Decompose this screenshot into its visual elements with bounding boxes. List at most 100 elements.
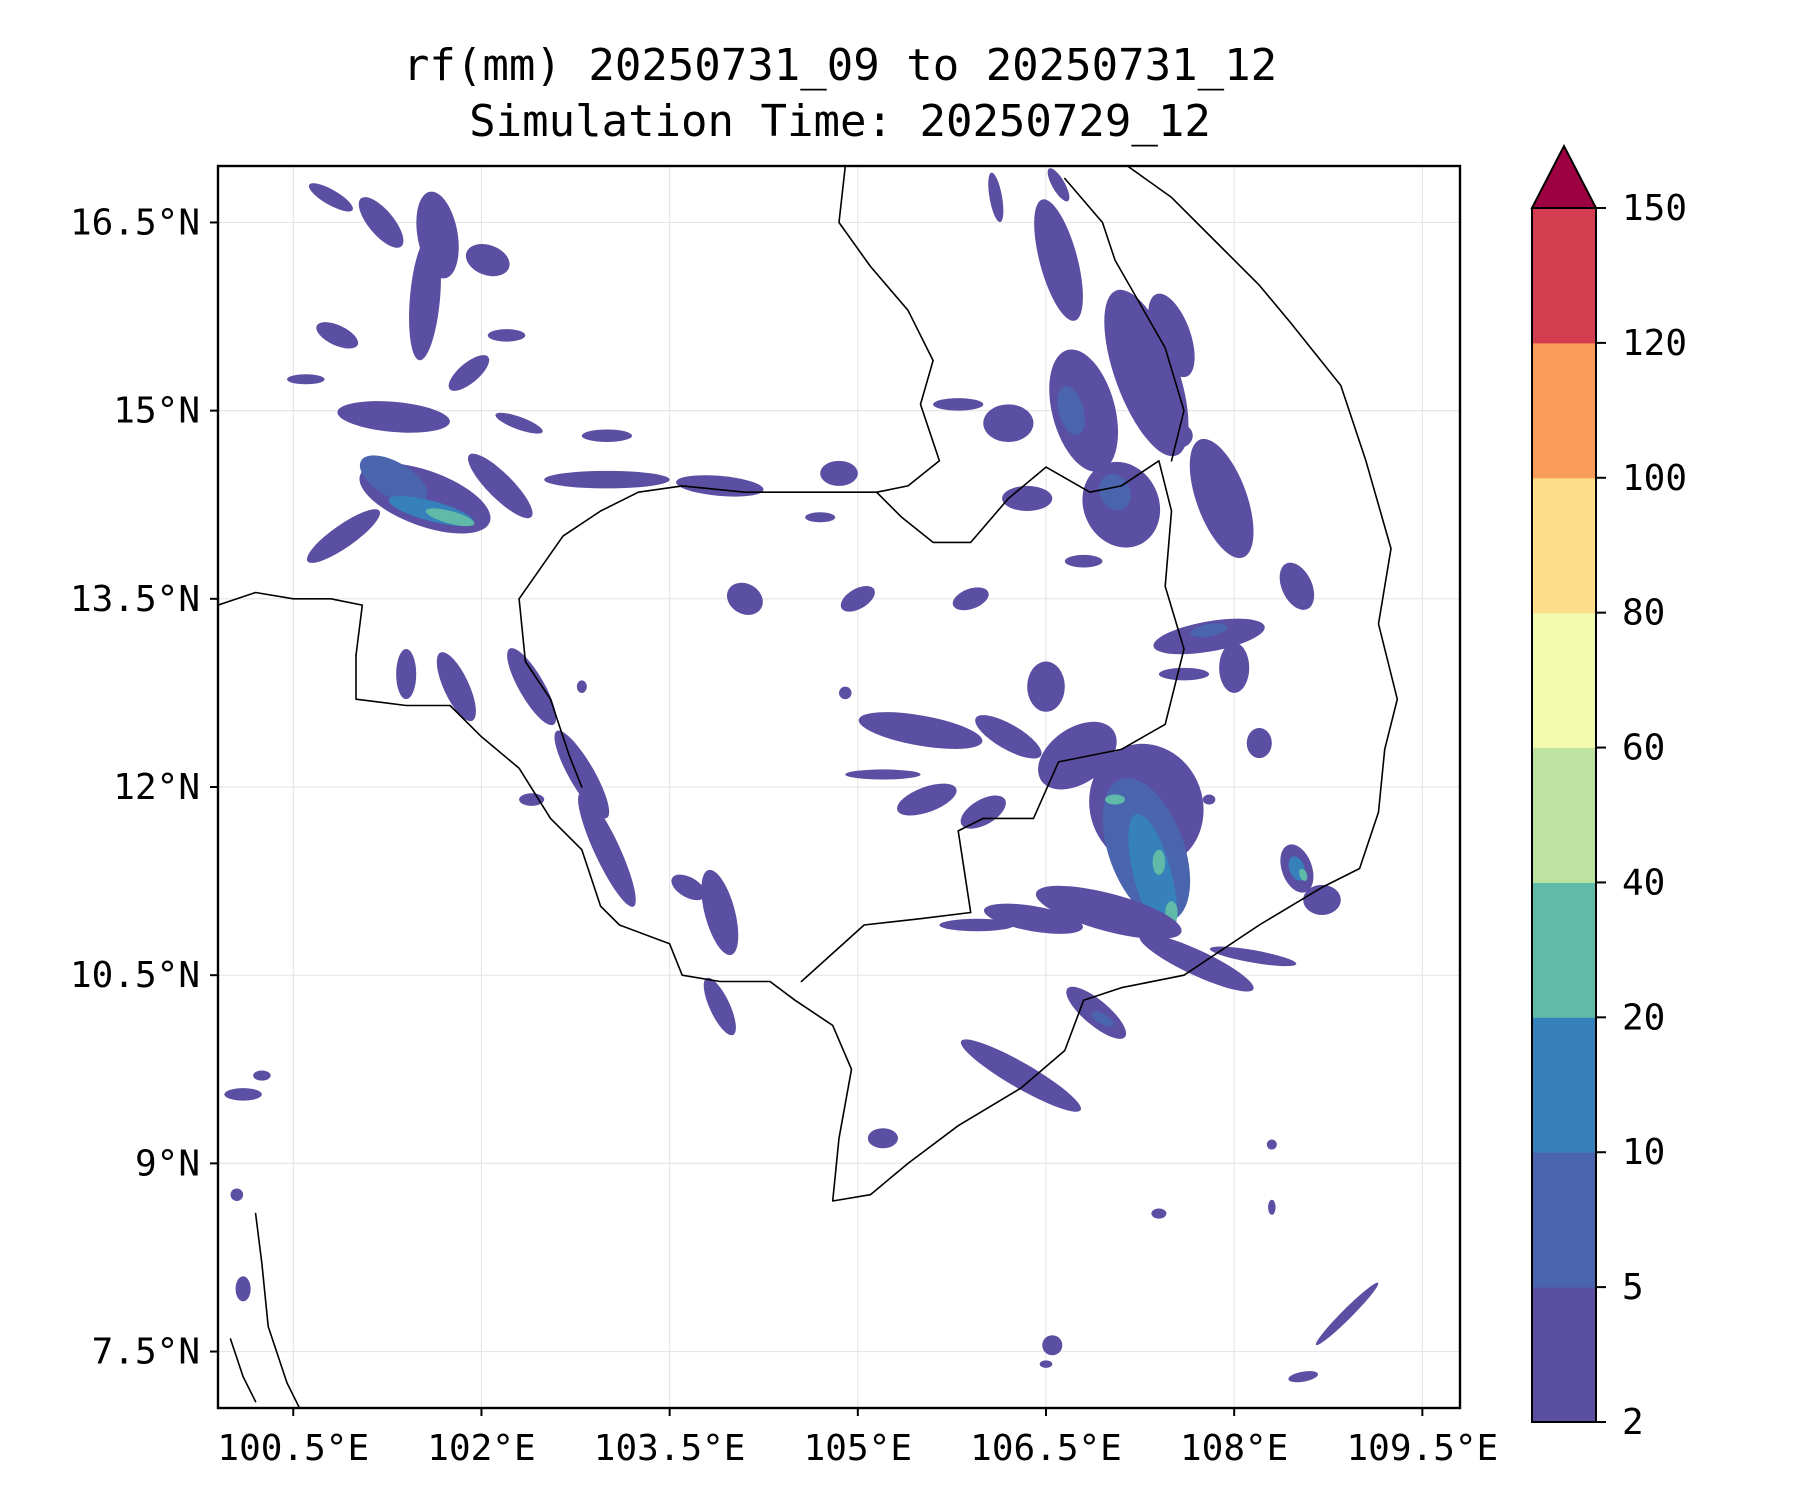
rain-cell-50 [960, 1039, 1081, 1112]
rain-cell-82 [1042, 1335, 1063, 1356]
rain-cell-86 [1039, 1360, 1053, 1368]
rain-cell-8 [308, 183, 353, 212]
rain-cell-71 [1190, 623, 1228, 638]
rain-cell-68 [1064, 554, 1103, 568]
rain-cell-16 [495, 412, 543, 434]
colorbar-segment-6 [1532, 477, 1596, 614]
rain-cell-31 [519, 793, 545, 806]
colorbar-label-4: 40 [1622, 862, 1665, 903]
rain-cell-60 [1148, 293, 1195, 378]
rain-cell-21 [726, 582, 763, 615]
rain-cell-33 [975, 715, 1042, 759]
rain-cell-23 [507, 648, 557, 726]
rain-cell-5 [467, 453, 533, 519]
y-tick-label-5: 9°N [135, 1143, 200, 1184]
colorbar-label-7: 100 [1622, 458, 1687, 499]
rain-cell-72 [1219, 642, 1250, 693]
y-tick-label-1: 15°N [113, 391, 200, 432]
rain-cell-57 [1303, 884, 1341, 915]
rain-cell-47 [939, 918, 1015, 932]
rain-cell-79 [952, 587, 989, 611]
longitude-axis: 100.5°E 102°E 103.5°E 105°E 106.5°E 108°E 109.… [217, 1408, 1498, 1469]
x-tick-label-6: 109.5°E [1347, 1428, 1499, 1469]
rain-cell-75 [1034, 199, 1083, 321]
map-title-line1: rf(mm) 20250731_09 to 20250731_12 [403, 40, 1277, 91]
rain-cell-58 [1246, 728, 1272, 759]
rain-cell-87 [224, 1088, 262, 1101]
border-1 [518, 460, 1185, 983]
rain-cell-14 [287, 374, 325, 385]
border-2 [518, 598, 583, 788]
colorbar-label-9: 150 [1622, 188, 1687, 229]
rain-cell-90 [235, 1276, 251, 1302]
rain-cell-91 [839, 686, 852, 700]
rainfall-contours [224, 168, 1379, 1383]
rain-cell-17 [581, 429, 633, 442]
border-3 [838, 166, 941, 493]
rain-cell-89 [230, 1188, 244, 1201]
rain-cell-64 [933, 398, 984, 411]
coastline-0 [254, 1212, 301, 1408]
rain-cell-52 [1091, 1011, 1114, 1027]
x-tick-label-3: 105°E [804, 1428, 912, 1469]
rain-cell-46 [983, 903, 1083, 934]
rain-cell-27 [578, 792, 636, 907]
colorbar-segment-3 [1532, 882, 1596, 1018]
rain-cell-66 [1099, 473, 1131, 511]
rain-cell-7 [358, 197, 404, 248]
rain-cell-25 [396, 649, 417, 700]
rain-cell-76 [988, 172, 1004, 223]
colorbar-label-6: 80 [1622, 593, 1665, 634]
rain-cell-59 [1104, 289, 1189, 457]
rain-cell-3 [425, 508, 475, 527]
colorbar: 2 5 10 20 40 60 80 100 120 150 [1530, 143, 1687, 1443]
rain-cell-67 [1002, 485, 1053, 512]
colorbar-label-1: 5 [1622, 1267, 1644, 1308]
rain-cell-81 [1288, 1371, 1319, 1383]
colorbar-segment-8 [1532, 208, 1596, 344]
colorbar-label-0: 2 [1622, 1402, 1644, 1443]
rain-cell-13 [316, 322, 359, 349]
colorbar-label-8: 120 [1622, 323, 1687, 364]
rain-cell-83 [1151, 1208, 1167, 1219]
colorbar-segment-5 [1532, 612, 1596, 749]
y-tick-label-6: 7.5°N [92, 1332, 200, 1373]
rain-cell-63 [983, 404, 1034, 442]
rain-cell-15 [487, 329, 526, 342]
x-tick-label-5: 108°E [1180, 1428, 1288, 1469]
rain-cell-20 [820, 460, 858, 486]
rain-cell-24 [436, 652, 476, 722]
coastlines-and-borders [218, 166, 1399, 1408]
rain-cell-53 [867, 1128, 898, 1149]
rain-cell-77 [1047, 168, 1070, 202]
rain-cell-94 [805, 512, 836, 523]
rain-cell-34 [897, 783, 957, 816]
colorbar-segment-1 [1532, 1152, 1596, 1288]
rain-cell-4 [306, 509, 381, 563]
colorbar-frame [1531, 207, 1597, 1423]
rain-cell-84 [1266, 1139, 1277, 1150]
rain-cell-12 [465, 243, 510, 277]
rain-cell-42 [1152, 849, 1166, 875]
x-tick-label-2: 103.5°E [594, 1428, 746, 1469]
rain-cell-10 [409, 235, 441, 361]
colorbar-label-3: 20 [1622, 997, 1665, 1038]
rain-cell-11 [448, 355, 490, 391]
y-tick-label-3: 12°N [113, 767, 200, 808]
rain-cell-45 [1035, 885, 1182, 940]
rain-cell-6 [337, 401, 450, 433]
colorbar-label-2: 10 [1622, 1132, 1665, 1173]
rain-cell-1 [359, 455, 428, 504]
rain-cell-56 [1299, 868, 1308, 881]
rain-cell-62 [1057, 386, 1085, 436]
rain-cell-48 [1139, 933, 1254, 992]
y-tick-label-2: 13.5°N [70, 579, 200, 620]
colorbar-segment-7 [1532, 342, 1596, 479]
coastline-1 [229, 1338, 257, 1403]
colorbar-segment-4 [1532, 747, 1596, 883]
rain-cell-93 [1202, 794, 1216, 805]
x-tick-label-4: 106.5°E [970, 1428, 1122, 1469]
rain-cell-38 [1027, 661, 1065, 712]
colorbar-extend-arrow [1530, 143, 1598, 209]
